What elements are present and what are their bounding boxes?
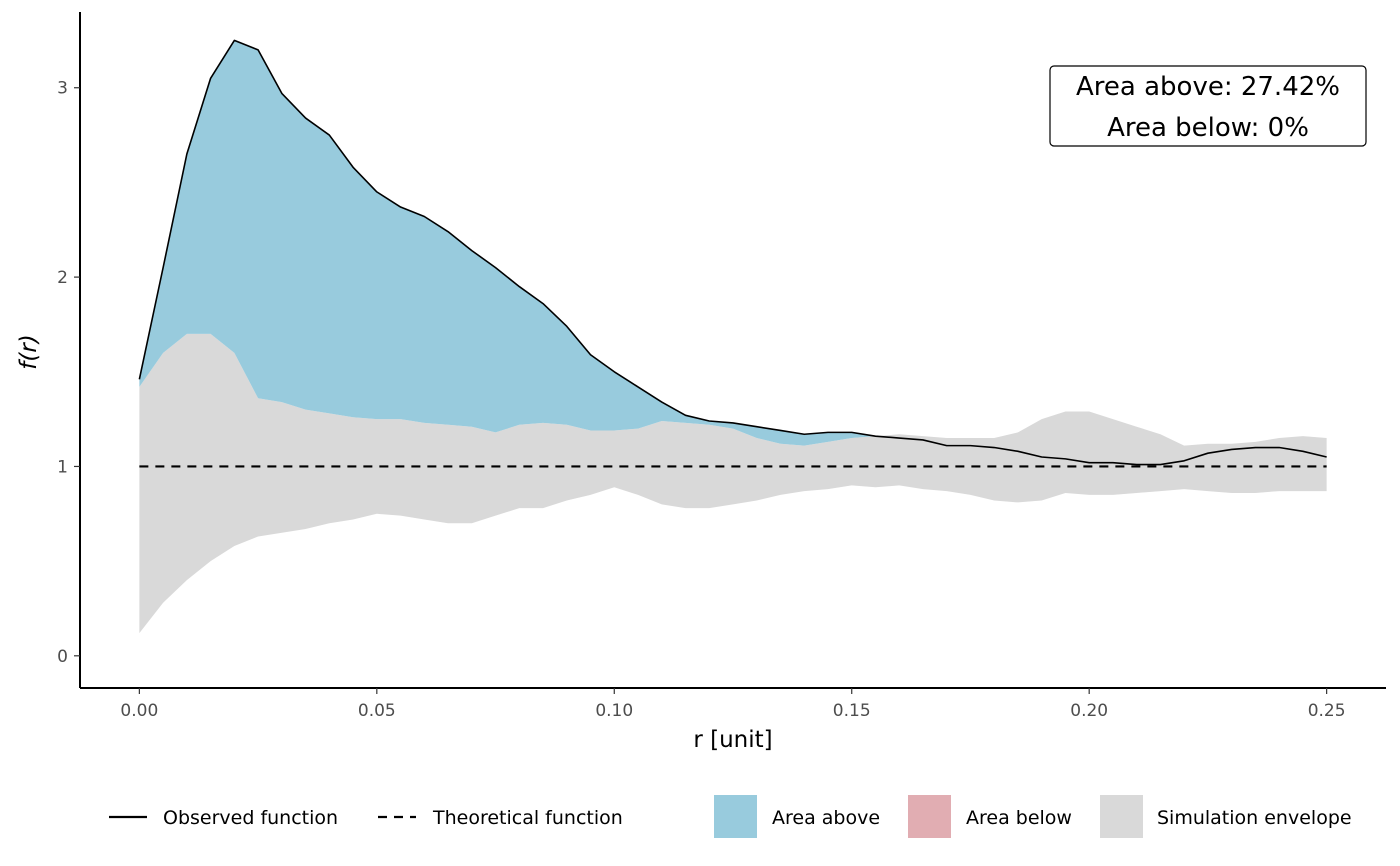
area-above-region	[139, 40, 1327, 446]
x-tick-label: 0.15	[833, 701, 871, 721]
legend-area-above-swatch	[714, 795, 757, 838]
envelope-layer	[139, 333, 1327, 634]
x-tick-label: 0.25	[1308, 701, 1346, 721]
x-tick-label: 0.00	[120, 701, 158, 721]
legend-observed-label: Observed function	[163, 807, 338, 829]
area-above-layer	[139, 40, 1327, 446]
legend-area-below-swatch	[908, 795, 951, 838]
x-tick-label: 0.05	[358, 701, 396, 721]
lines-layer	[138, 39, 1327, 468]
legend: Observed function Theoretical function A…	[109, 795, 1352, 838]
annotation-frame	[1049, 65, 1367, 147]
legend-envelope-label: Simulation envelope	[1157, 807, 1352, 829]
y-tick-label: 2	[57, 268, 68, 288]
y-ticks: 0 1 2 3	[57, 79, 80, 667]
legend-area-below-label: Area below	[966, 807, 1072, 829]
x-tick-label: 0.20	[1070, 701, 1108, 721]
x-axis-title: r [unit]	[693, 727, 772, 753]
legend-theoretical-label: Theoretical function	[432, 807, 623, 829]
simulation-envelope-area	[139, 333, 1327, 634]
legend-area-above-label: Area above	[772, 807, 880, 829]
x-tick-label: 0.10	[595, 701, 633, 721]
y-tick-label: 3	[57, 79, 68, 99]
x-ticks: 0.00 0.05 0.10 0.15 0.20 0.25	[120, 688, 1346, 721]
legend-envelope-swatch	[1100, 795, 1143, 838]
y-tick-label: 0	[57, 647, 68, 667]
annotation-area-below: Area below: 0%	[1107, 113, 1309, 143]
y-axis-title: f(r)	[16, 334, 42, 370]
observed-function-line	[138, 39, 1327, 466]
y-tick-label: 1	[57, 457, 68, 477]
axes-layer: 0.00 0.05 0.10 0.15 0.20 0.25 0 1 2 3	[57, 12, 1386, 721]
annotation-box: Area above: 27.42% Area below: 0%	[1049, 65, 1367, 147]
annotation-area-above: Area above: 27.42%	[1076, 72, 1340, 102]
